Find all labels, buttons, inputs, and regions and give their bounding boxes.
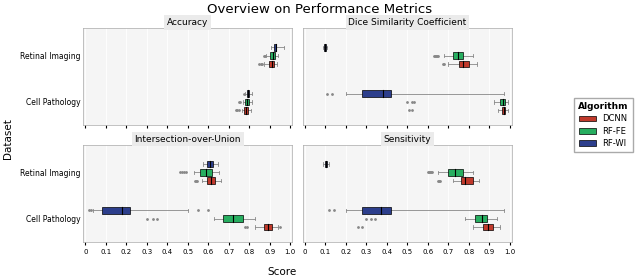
Bar [245, 99, 250, 105]
Bar [475, 215, 488, 222]
Bar [223, 215, 243, 222]
Text: Dataset: Dataset [3, 118, 13, 160]
Bar [207, 177, 216, 184]
Bar [200, 169, 212, 176]
Title: Sensitivity: Sensitivity [383, 135, 431, 144]
Bar [362, 90, 391, 97]
Text: Overview on Performance Metrics: Overview on Performance Metrics [207, 3, 433, 16]
Bar [274, 44, 276, 51]
Bar [362, 207, 391, 214]
Bar [459, 61, 469, 67]
Title: Intersection-over-Union: Intersection-over-Union [134, 135, 241, 144]
Bar [244, 107, 248, 113]
Bar [270, 52, 275, 59]
Bar [449, 169, 463, 176]
Bar [207, 161, 213, 167]
Title: Accuracy: Accuracy [167, 18, 209, 27]
Legend: DCNN, RF-FE, RF-WI: DCNN, RF-FE, RF-WI [574, 98, 632, 152]
Bar [483, 224, 493, 230]
Bar [269, 61, 274, 67]
Bar [461, 177, 473, 184]
Bar [452, 52, 463, 59]
Bar [247, 90, 250, 97]
Bar [502, 107, 506, 113]
Bar [102, 207, 131, 214]
Bar [500, 99, 505, 105]
Title: Dice Similarity Coefficient: Dice Similarity Coefficient [348, 18, 467, 27]
Bar [264, 224, 272, 230]
Bar [324, 44, 326, 51]
Bar [325, 161, 328, 167]
Text: Score: Score [267, 267, 296, 277]
